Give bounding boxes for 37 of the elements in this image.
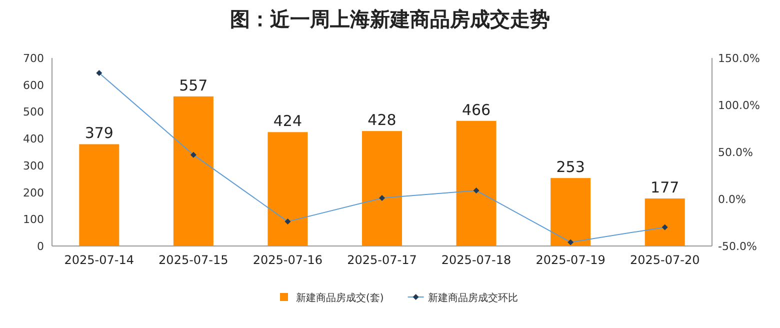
x-tick-label: 2025-07-18	[441, 253, 512, 267]
data-label: 379	[84, 124, 114, 142]
chart-title: 图：近一周上海新建商品房成交走势	[230, 7, 550, 31]
x-tick-label: 2025-07-19	[536, 253, 606, 267]
data-label: 177	[650, 178, 680, 196]
bar	[550, 178, 591, 246]
x-tick-label: 2025-07-17	[347, 253, 417, 267]
y-tick-label: 200	[23, 186, 44, 200]
data-label: 466	[462, 100, 491, 119]
bar	[268, 132, 308, 246]
x-tick-label: 2025-07-20	[630, 253, 700, 267]
data-label: 253	[556, 158, 585, 176]
legend-label: 新建商品房成交(套)	[296, 292, 384, 304]
bar	[644, 198, 685, 246]
data-label: 428	[368, 111, 396, 130]
y-tick-label: 0	[37, 240, 44, 253]
bar	[456, 120, 496, 246]
x-tick-label: 2025-07-14	[64, 253, 134, 267]
bar	[362, 131, 402, 246]
y2-tick-label: 150.0%	[718, 52, 760, 65]
y-tick-label: 600	[23, 78, 44, 92]
y-tick-label: 400	[23, 132, 44, 146]
y-tick-label: 500	[23, 106, 44, 119]
y-tick-label: 700	[23, 52, 44, 65]
x-tick-label: 2025-07-15	[158, 253, 228, 267]
x-tick-label: 2025-07-16	[252, 253, 323, 267]
y2-tick-label: 50.0%	[718, 146, 753, 159]
y-tick-label: 300	[23, 159, 44, 172]
y-tick-label: 100	[23, 213, 44, 226]
legend-label: 新建商品房成交环比	[428, 292, 518, 304]
y2-tick-label: 100.0%	[718, 99, 760, 112]
y2-tick-label: 0.0%	[718, 193, 746, 206]
bar	[173, 96, 214, 246]
data-label: 557	[179, 76, 208, 94]
y2-tick-label: -50.0%	[718, 240, 757, 253]
bar	[79, 144, 120, 246]
data-label: 424	[273, 112, 302, 130]
